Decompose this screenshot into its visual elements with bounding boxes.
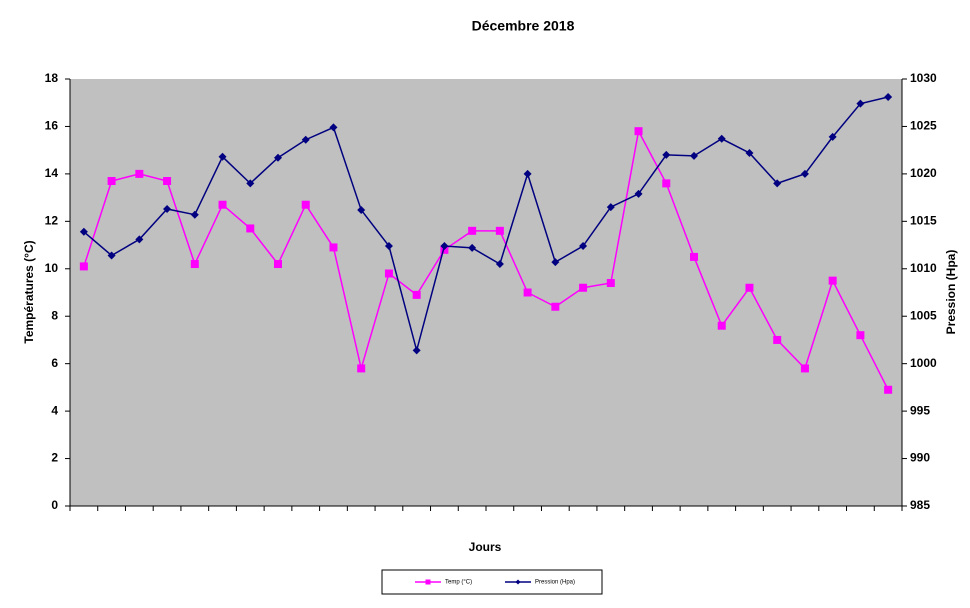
data-point xyxy=(412,290,421,299)
data-point xyxy=(606,203,615,212)
plot-area xyxy=(70,79,902,506)
y-tick-label: 10 xyxy=(45,261,59,275)
y2-tick-label: 1015 xyxy=(910,214,937,228)
y2-tick-label: 1020 xyxy=(910,166,937,180)
data-point xyxy=(745,149,754,158)
data-point xyxy=(745,283,754,292)
data-point xyxy=(218,152,227,161)
legend-marker xyxy=(425,579,431,585)
data-point xyxy=(135,169,144,178)
data-point xyxy=(440,242,449,251)
y2-tick-label: 1025 xyxy=(910,119,937,133)
data-point xyxy=(412,346,421,355)
y2-tick-label: 995 xyxy=(910,403,930,417)
data-point xyxy=(329,123,338,132)
data-point xyxy=(800,169,809,178)
data-point xyxy=(690,151,698,160)
data-point xyxy=(828,132,837,141)
y-tick-label: 18 xyxy=(45,71,59,85)
data-point xyxy=(163,177,172,186)
data-point xyxy=(274,260,282,269)
x-axis-label: Jours xyxy=(469,540,502,554)
data-point xyxy=(606,279,615,288)
data-point xyxy=(551,258,560,267)
data-point xyxy=(800,364,809,373)
data-point xyxy=(717,134,726,143)
data-point xyxy=(495,226,504,235)
data-point xyxy=(301,200,310,209)
y2-tick-label: 990 xyxy=(910,451,930,465)
data-point xyxy=(384,269,393,278)
data-point xyxy=(523,288,532,297)
y2-tick-label: 1005 xyxy=(910,308,937,322)
data-point xyxy=(773,335,782,344)
data-point xyxy=(329,243,338,252)
data-point xyxy=(884,93,893,102)
data-point xyxy=(357,205,366,214)
y-tick-label: 6 xyxy=(51,356,58,370)
data-point xyxy=(107,177,116,186)
y-tick-label: 16 xyxy=(45,119,59,133)
data-point xyxy=(662,179,671,188)
data-point xyxy=(495,260,504,269)
data-point xyxy=(579,283,588,292)
legend-label: Pression (Hpa) xyxy=(535,580,575,586)
data-point xyxy=(690,252,698,261)
data-point xyxy=(163,204,172,213)
legend-marker xyxy=(515,579,521,585)
data-point xyxy=(828,276,837,285)
series-line xyxy=(83,128,889,391)
y-axis-label: Températures (°C) xyxy=(22,240,36,343)
y2-tick-label: 985 xyxy=(910,498,930,512)
data-point xyxy=(79,227,88,236)
legend-label: Temp (°C) xyxy=(445,580,472,586)
y-tick-label: 0 xyxy=(51,498,58,512)
data-point xyxy=(301,135,310,144)
data-point xyxy=(662,150,671,159)
data-point xyxy=(634,189,643,198)
data-point xyxy=(468,226,477,235)
data-point xyxy=(384,242,393,251)
data-point xyxy=(135,235,144,244)
data-point xyxy=(579,242,588,251)
chart-title: Décembre 2018 xyxy=(472,18,575,34)
data-point xyxy=(274,153,282,162)
data-point xyxy=(551,302,560,311)
data-point xyxy=(717,321,726,330)
data-point xyxy=(357,364,366,373)
data-point xyxy=(773,179,782,188)
data-point xyxy=(856,99,865,108)
data-point xyxy=(107,251,116,260)
data-point xyxy=(79,262,88,271)
data-point xyxy=(856,331,865,340)
y-tick-label: 14 xyxy=(45,166,59,180)
data-point xyxy=(523,169,532,178)
data-point xyxy=(246,179,255,188)
data-point xyxy=(468,243,477,252)
y2-tick-label: 1000 xyxy=(910,356,937,370)
y-tick-label: 4 xyxy=(51,403,58,417)
y-tick-label: 12 xyxy=(45,214,59,228)
y2-tick-label: 1010 xyxy=(910,261,937,275)
data-point xyxy=(190,210,199,219)
data-point xyxy=(634,127,643,136)
series-line xyxy=(83,96,889,354)
data-point xyxy=(190,260,199,269)
y2-axis-label: Pression (Hpa) xyxy=(944,250,958,335)
data-point xyxy=(246,224,255,233)
y-tick-label: 2 xyxy=(51,451,58,465)
y2-tick-label: 1030 xyxy=(910,71,937,85)
data-point xyxy=(218,200,227,209)
data-point xyxy=(884,385,893,394)
y-tick-label: 8 xyxy=(51,308,58,322)
